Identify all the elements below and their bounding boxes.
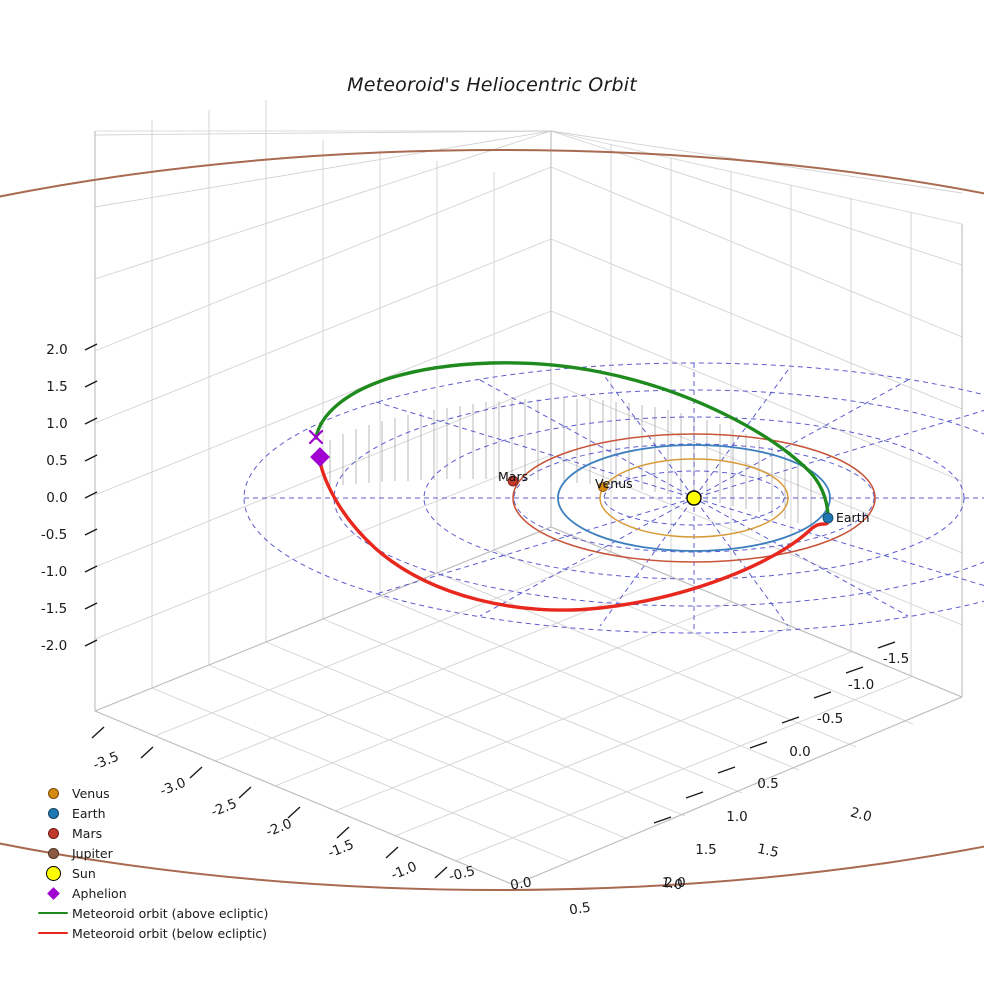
aphelion-cross-icon xyxy=(308,429,324,445)
venus-label: Venus xyxy=(595,476,633,491)
sun-marker xyxy=(686,490,702,506)
legend-label-venus: Venus xyxy=(72,785,110,801)
legend-label-mars: Mars xyxy=(72,825,103,841)
mars-orbit xyxy=(512,433,876,563)
y-tick-5: 1.0 xyxy=(726,809,748,825)
y-tick-1: -1.0 xyxy=(847,677,875,693)
x-tick-8: 0.5 xyxy=(568,899,592,919)
y-tick-3: 0.0 xyxy=(789,744,811,760)
aphelion-marker xyxy=(310,447,330,467)
earth-label: Earth xyxy=(836,510,870,525)
legend-item-mars[interactable]: Mars xyxy=(34,823,304,843)
z-tick-8: -2.0 xyxy=(40,638,68,654)
meteoroid-orbit-above xyxy=(314,361,830,517)
axes-pane-edges xyxy=(94,130,963,886)
z-tick-4: 0.0 xyxy=(46,490,68,506)
legend-label-orbit-above: Meteoroid orbit (above ecliptic) xyxy=(72,905,269,921)
sun-marker-icon xyxy=(34,865,72,881)
page-title: Meteoroid's Heliocentric Orbit xyxy=(347,74,637,96)
y-tick-0: -1.5 xyxy=(882,651,910,667)
z-tick-1: 1.5 xyxy=(46,379,68,395)
orbit-above-line-icon xyxy=(34,911,72,915)
legend-label-sun: Sun xyxy=(72,865,96,881)
venus-marker-icon xyxy=(34,787,72,799)
z-tick-5: -0.5 xyxy=(40,527,68,543)
axes-pane-grid xyxy=(94,100,963,886)
legend-item-sun[interactable]: Sun xyxy=(34,863,304,883)
orbit-below-line-icon xyxy=(34,931,72,935)
legend-label-jupiter: Jupiter xyxy=(72,845,113,861)
legend-label-earth: Earth xyxy=(72,805,106,821)
legend: Venus Earth Mars Jupiter Sun xyxy=(34,783,304,943)
legend-item-aphelion[interactable]: Aphelion xyxy=(34,883,304,903)
polar-grid xyxy=(243,362,984,634)
z-tick-3: 0.5 xyxy=(46,453,68,469)
venus-orbit xyxy=(599,458,789,538)
legend-label-aphelion: Aphelion xyxy=(72,885,127,901)
legend-item-venus[interactable]: Venus xyxy=(34,783,304,803)
aphelion-marker-icon xyxy=(34,886,72,900)
earth-marker xyxy=(822,512,834,524)
legend-item-orbit-below[interactable]: Meteoroid orbit (below ecliptic) xyxy=(34,923,304,943)
mars-marker-icon xyxy=(34,827,72,839)
axis-tick-marks xyxy=(84,343,896,879)
z-tick-7: -1.5 xyxy=(40,601,68,617)
orbit-droplines xyxy=(329,398,812,527)
y-tick-2: -0.5 xyxy=(816,711,844,727)
y-tick-4: 0.5 xyxy=(757,776,779,792)
mars-label: Mars xyxy=(498,469,529,484)
jupiter-marker-icon xyxy=(34,847,72,859)
z-tick-0: 2.0 xyxy=(46,342,68,358)
legend-label-orbit-below: Meteoroid orbit (below ecliptic) xyxy=(72,925,268,941)
y-tick-7: 2.0 xyxy=(664,875,686,891)
legend-item-jupiter[interactable]: Jupiter xyxy=(34,843,304,863)
venus-marker xyxy=(598,481,609,492)
earth-marker-icon xyxy=(34,807,72,819)
z-tick-2: 1.0 xyxy=(46,416,68,432)
mars-marker xyxy=(507,475,519,487)
y-tick-6: 1.5 xyxy=(695,842,717,858)
legend-item-orbit-above[interactable]: Meteoroid orbit (above ecliptic) xyxy=(34,903,304,923)
z-tick-6: -1.0 xyxy=(40,564,68,580)
earth-orbit xyxy=(557,444,831,552)
meteoroid-orbit-below xyxy=(316,450,830,612)
legend-item-earth[interactable]: Earth xyxy=(34,803,304,823)
jupiter-orbit xyxy=(0,149,984,891)
